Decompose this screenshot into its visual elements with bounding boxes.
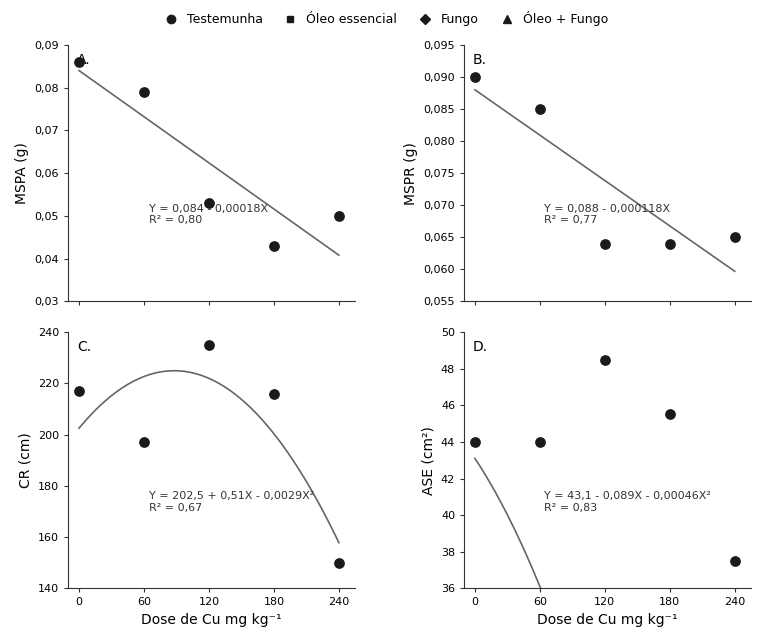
X-axis label: Dose de Cu mg kg⁻¹: Dose de Cu mg kg⁻¹ (142, 613, 282, 627)
Point (728, 556, 741, 566)
Point (138, 437, 150, 447)
Point (203, 340, 215, 350)
Point (268, 388, 280, 399)
Y-axis label: CR (cm): CR (cm) (18, 432, 32, 488)
Text: Y = 0,084 - 0,00018X
R² = 0,80: Y = 0,084 - 0,00018X R² = 0,80 (149, 204, 267, 225)
Text: Y = 0,088 - 0,000118X
R² = 0,77: Y = 0,088 - 0,000118X R² = 0,77 (545, 204, 670, 225)
X-axis label: Dose de Cu mg kg⁻¹: Dose de Cu mg kg⁻¹ (537, 613, 678, 627)
Point (73, 57, 85, 67)
Point (203, 198, 215, 208)
Point (268, 241, 280, 251)
Point (138, 87, 150, 97)
Point (663, 238, 676, 248)
Point (728, 232, 741, 242)
Text: Y = 43,1 - 0,089X - 0,00046X²
R² = 0,83: Y = 43,1 - 0,089X - 0,00046X² R² = 0,83 (545, 491, 712, 512)
Point (534, 104, 546, 114)
Point (469, 72, 481, 82)
Point (663, 410, 676, 420)
Point (332, 558, 345, 568)
Y-axis label: MSPA (g): MSPA (g) (15, 142, 29, 204)
Point (534, 437, 546, 447)
Point (599, 354, 611, 365)
Text: B.: B. (473, 53, 486, 67)
Text: C.: C. (77, 340, 91, 354)
Y-axis label: MSPR (g): MSPR (g) (404, 142, 418, 205)
Text: A.: A. (77, 53, 90, 67)
Legend: Testemunha, Óleo essencial, Fungo, Óleo + Fungo: Testemunha, Óleo essencial, Fungo, Óleo … (153, 6, 613, 31)
Point (469, 437, 481, 447)
Point (73, 386, 85, 396)
Point (599, 238, 611, 248)
Y-axis label: ASE (cm²): ASE (cm²) (421, 426, 435, 495)
Point (332, 211, 345, 221)
Text: Y = 202,5 + 0,51X - 0,0029X²
R² = 0,67: Y = 202,5 + 0,51X - 0,0029X² R² = 0,67 (149, 491, 314, 512)
Text: D.: D. (473, 340, 488, 354)
